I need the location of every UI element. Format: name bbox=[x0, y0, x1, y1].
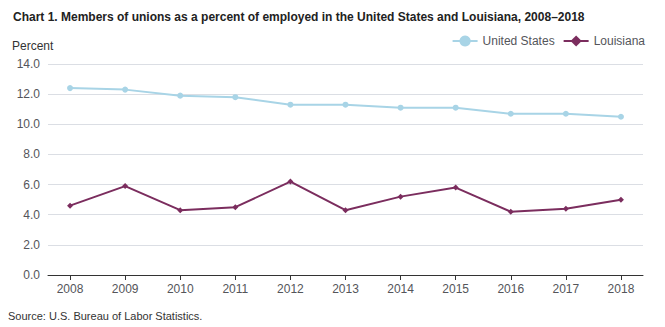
svg-text:0.0: 0.0 bbox=[23, 268, 40, 282]
svg-text:Source: U.S. Bureau of Labor S: Source: U.S. Bureau of Labor Statistics. bbox=[8, 310, 202, 322]
svg-text:4.0: 4.0 bbox=[23, 208, 40, 222]
svg-text:2018: 2018 bbox=[608, 282, 635, 296]
svg-text:Chart 1. Members of unions as: Chart 1. Members of unions as a percent … bbox=[13, 10, 585, 24]
svg-text:10.0: 10.0 bbox=[17, 117, 41, 131]
svg-text:6.0: 6.0 bbox=[23, 178, 40, 192]
svg-text:2011: 2011 bbox=[222, 282, 248, 296]
svg-text:2009: 2009 bbox=[112, 282, 139, 296]
svg-text:2015: 2015 bbox=[442, 282, 469, 296]
svg-text:2017: 2017 bbox=[553, 282, 580, 296]
svg-text:2013: 2013 bbox=[332, 282, 359, 296]
svg-text:2010: 2010 bbox=[167, 282, 194, 296]
svg-text:Louisiana: Louisiana bbox=[594, 34, 646, 48]
svg-text:2012: 2012 bbox=[277, 282, 304, 296]
svg-text:2008: 2008 bbox=[57, 282, 84, 296]
svg-text:United States: United States bbox=[483, 34, 555, 48]
svg-text:12.0: 12.0 bbox=[17, 87, 41, 101]
svg-text:2.0: 2.0 bbox=[23, 238, 40, 252]
svg-text:2016: 2016 bbox=[497, 282, 524, 296]
svg-text:14.0: 14.0 bbox=[17, 57, 41, 71]
svg-text:Percent: Percent bbox=[12, 39, 54, 53]
svg-text:2014: 2014 bbox=[387, 282, 414, 296]
svg-text:8.0: 8.0 bbox=[23, 147, 40, 161]
